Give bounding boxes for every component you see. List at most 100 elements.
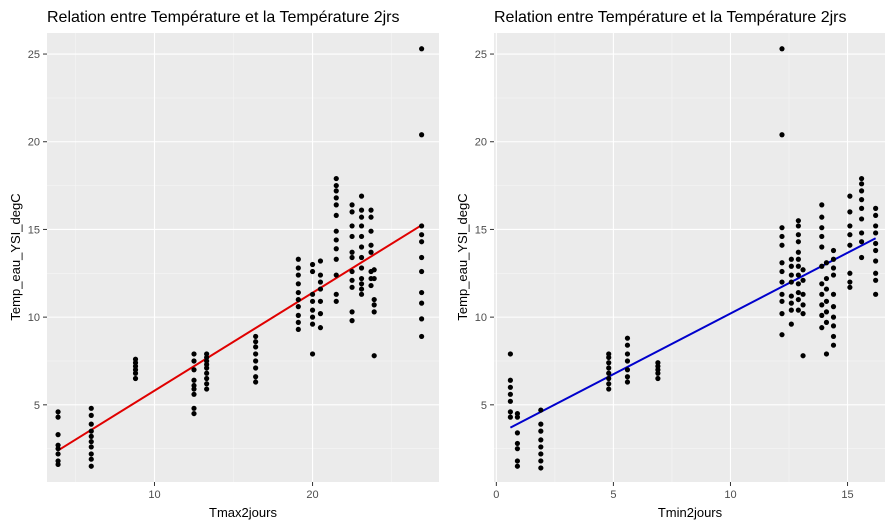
right-data-point bbox=[624, 367, 631, 373]
left-data-point bbox=[419, 254, 425, 261]
right-data-point bbox=[507, 391, 513, 397]
left-data-point bbox=[419, 316, 425, 322]
left-data-point bbox=[191, 410, 197, 417]
right-data-point bbox=[795, 272, 801, 278]
left-data-point bbox=[358, 286, 365, 292]
right-data-point bbox=[800, 311, 806, 317]
right-data-point bbox=[830, 256, 837, 262]
right-data-point bbox=[858, 188, 865, 194]
left-data-point bbox=[253, 365, 259, 371]
left-data-point bbox=[295, 289, 301, 296]
left-trend-line bbox=[57, 223, 424, 452]
right-plot-background bbox=[494, 33, 885, 482]
right-data-point bbox=[795, 218, 801, 224]
left-data-point bbox=[317, 272, 324, 278]
left-x-tick-label: 10 bbox=[148, 489, 160, 501]
left-data-point bbox=[132, 375, 139, 382]
left-data-point bbox=[295, 272, 301, 278]
right-data-point bbox=[830, 304, 837, 310]
left-data-point bbox=[419, 289, 425, 296]
right-data-point bbox=[819, 233, 825, 240]
right-y-axis-label: Temp_eau_YSI_degC bbox=[455, 193, 470, 320]
right-axes: 0 5 10 15 5 10 15 20 25 bbox=[475, 49, 854, 501]
left-data-point bbox=[204, 381, 210, 387]
right-y-tick-label: 25 bbox=[475, 49, 487, 61]
right-data-point bbox=[624, 379, 631, 385]
right-data-point bbox=[858, 175, 865, 182]
right-data-point bbox=[538, 458, 544, 464]
left-data-point bbox=[333, 182, 339, 189]
right-data-point bbox=[779, 298, 785, 304]
right-data-point bbox=[858, 230, 865, 236]
right-data-point bbox=[830, 265, 837, 271]
left-data-point bbox=[368, 249, 374, 255]
left-data-point bbox=[358, 275, 365, 282]
left-data-point bbox=[204, 375, 210, 382]
left-data-point bbox=[88, 433, 94, 439]
left-data-point bbox=[349, 277, 355, 283]
right-y-tick-label: 5 bbox=[481, 400, 487, 412]
left-data-point bbox=[419, 300, 425, 306]
left-data-point bbox=[358, 207, 365, 213]
right-data-point bbox=[873, 270, 879, 276]
left-data-point bbox=[191, 405, 197, 411]
right-data-point bbox=[873, 205, 879, 211]
right-data-point bbox=[847, 270, 853, 276]
right-data-point bbox=[800, 277, 806, 283]
left-y-tick-label: 10 bbox=[28, 312, 40, 324]
right-data-point bbox=[823, 260, 830, 266]
right-data-point bbox=[795, 232, 801, 238]
right-data-point bbox=[795, 296, 801, 303]
right-y-tick-label: 20 bbox=[475, 137, 487, 149]
right-data-point bbox=[779, 242, 785, 248]
right-data-point bbox=[788, 307, 794, 313]
left-data-point bbox=[317, 311, 324, 317]
left-data-point bbox=[368, 214, 374, 220]
right-data-point bbox=[507, 377, 513, 383]
right-trend-layer bbox=[509, 237, 877, 429]
right-x-tick-label: 15 bbox=[841, 489, 853, 501]
right-data-point bbox=[507, 351, 513, 357]
left-data-point bbox=[419, 132, 425, 138]
right-data-point bbox=[507, 414, 513, 420]
left-data-point bbox=[333, 212, 339, 219]
left-data-point bbox=[368, 282, 374, 289]
right-data-point bbox=[779, 46, 785, 52]
right-data-point bbox=[779, 291, 785, 297]
right-data-point bbox=[779, 279, 785, 285]
left-data-point bbox=[349, 318, 355, 324]
left-data-point bbox=[204, 351, 210, 357]
right-data-point bbox=[795, 223, 801, 229]
left-data-point bbox=[295, 319, 301, 325]
left-data-point bbox=[349, 309, 355, 315]
right-data-point bbox=[538, 465, 544, 471]
right-data-point bbox=[847, 223, 853, 229]
left-data-point bbox=[371, 275, 377, 282]
right-panel-tmin2jours: Relation entre Température et la Tempéra… bbox=[455, 9, 885, 520]
left-data-point bbox=[333, 291, 339, 297]
left-y-tick-label: 5 bbox=[34, 400, 40, 412]
left-data-point bbox=[419, 268, 425, 275]
right-data-point bbox=[823, 286, 830, 292]
left-data-point bbox=[88, 412, 94, 418]
left-data-point bbox=[253, 351, 259, 357]
right-data-point bbox=[847, 209, 853, 215]
left-data-point bbox=[88, 428, 94, 434]
right-data-point bbox=[819, 244, 825, 250]
left-data-point bbox=[88, 451, 94, 457]
left-chart-title: Relation entre Température et la Tempéra… bbox=[47, 9, 399, 26]
left-data-point bbox=[88, 405, 94, 411]
right-data-point bbox=[788, 256, 794, 262]
right-data-point bbox=[788, 321, 794, 327]
right-data-point bbox=[788, 300, 794, 306]
left-data-point bbox=[204, 386, 210, 392]
right-data-point bbox=[538, 407, 544, 413]
left-data-point bbox=[295, 326, 301, 333]
right-data-point bbox=[606, 381, 612, 387]
right-data-point bbox=[830, 272, 837, 278]
left-data-point bbox=[358, 254, 365, 261]
right-data-point bbox=[819, 202, 825, 208]
left-data-point bbox=[349, 223, 355, 229]
right-data-point bbox=[847, 242, 853, 248]
right-data-point bbox=[507, 384, 513, 390]
